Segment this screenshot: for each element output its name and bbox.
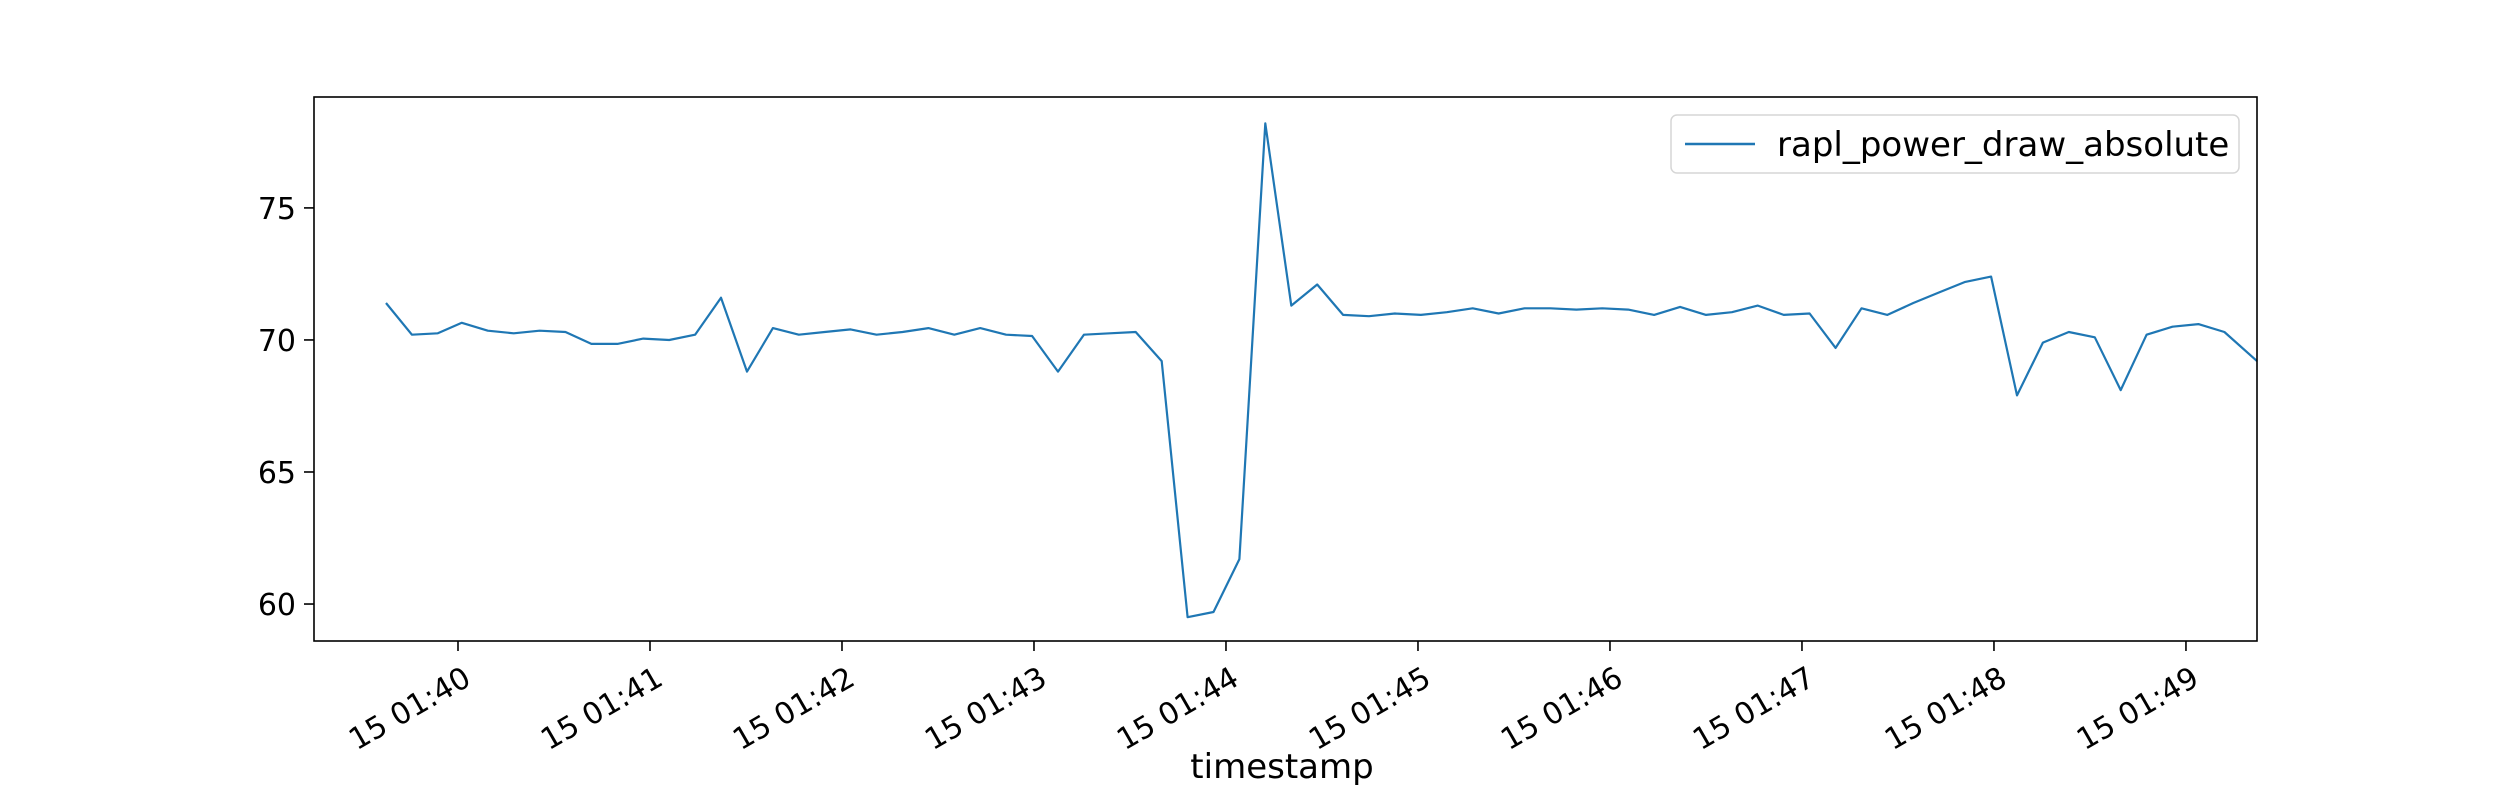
y-tick-label-60: 60	[258, 588, 296, 623]
legend: rapl_power_draw_absolute	[1670, 114, 2240, 174]
x-tick-label-5: 15 01:45	[1303, 660, 1437, 757]
x-tick-label-7: 15 01:47	[1687, 660, 1821, 757]
legend-label-rapl-power-draw-absolute: rapl_power_draw_absolute	[1777, 125, 2229, 165]
x-tick-label-8: 15 01:48	[1879, 660, 2013, 757]
legend-box	[1670, 114, 2240, 174]
x-tick-label-2: 15 01:42	[727, 660, 861, 757]
series-line-rapl-power-draw-absolute	[385, 122, 2258, 619]
y-tick-label-75: 75	[258, 192, 296, 227]
plot-frame	[313, 96, 2258, 642]
plot-area	[385, 122, 2258, 619]
y-tick-label-70: 70	[258, 324, 296, 359]
x-tick-label-3: 15 01:43	[919, 660, 1053, 757]
axes: 60 65 70 75 15 01:40 15 01:41 15 01:42 15 01:43…	[258, 96, 2258, 758]
x-tick-label-6: 15 01:46	[1495, 660, 1629, 757]
x-tick-label-1: 15 01:41	[535, 660, 669, 757]
y-tick-label-65: 65	[258, 456, 296, 491]
x-axis-label: timestamp	[1190, 747, 1373, 787]
x-tick-label-0: 15 01:40	[343, 660, 477, 757]
x-tick-label-4: 15 01:44	[1111, 660, 1245, 757]
x-tick-label-9: 15 01:49	[2071, 660, 2205, 757]
